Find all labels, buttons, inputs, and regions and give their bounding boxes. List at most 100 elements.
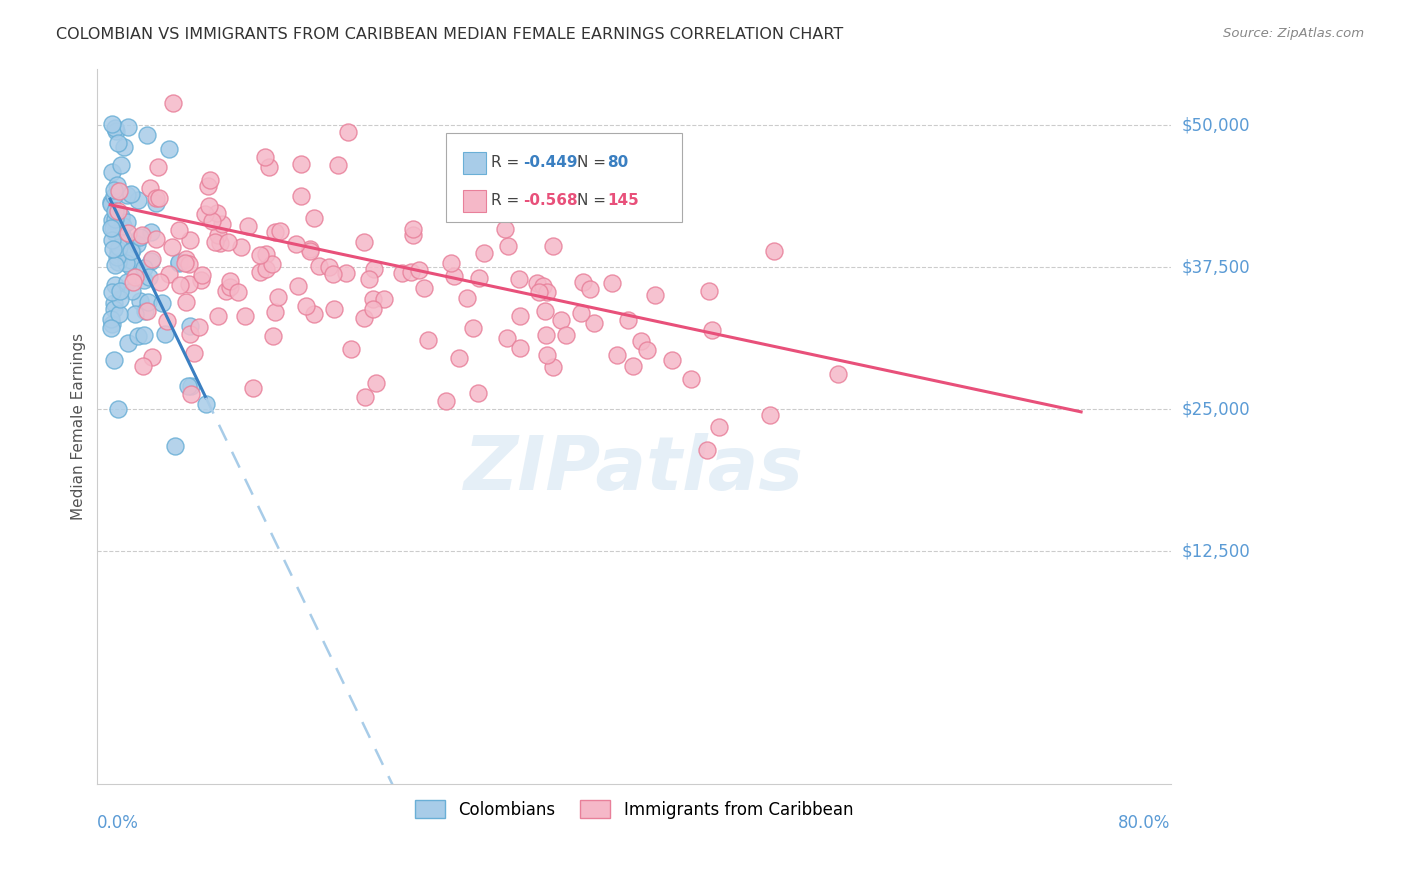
Text: $37,500: $37,500 (1181, 258, 1250, 277)
Point (134, 260, 156, 275)
Point (179, 319, 201, 334)
Point (107, 240, 129, 254)
Point (472, 245, 495, 260)
Point (696, 443, 718, 458)
Point (509, 342, 531, 356)
Point (162, 240, 184, 254)
Point (536, 285, 558, 299)
Point (150, 295, 173, 310)
Point (218, 274, 240, 288)
Point (208, 236, 231, 251)
Point (536, 348, 558, 362)
Point (290, 157, 312, 171)
Point (468, 270, 491, 285)
Point (302, 307, 325, 321)
Point (198, 173, 221, 187)
Point (108, 307, 131, 321)
Point (290, 189, 312, 203)
Point (100, 221, 122, 235)
Point (115, 188, 138, 202)
Point (162, 95, 184, 110)
Point (100, 312, 122, 326)
Text: 80: 80 (607, 155, 628, 170)
Point (177, 277, 200, 292)
Point (103, 353, 125, 368)
Point (541, 238, 564, 252)
Point (104, 212, 127, 227)
Point (155, 326, 177, 341)
Point (141, 350, 163, 364)
Point (194, 397, 217, 411)
Point (139, 225, 162, 239)
Point (827, 368, 849, 382)
Point (262, 329, 284, 343)
Point (543, 359, 565, 374)
Point (254, 246, 277, 260)
Point (295, 299, 318, 313)
Point (100, 165, 122, 179)
Point (105, 250, 128, 264)
Point (644, 288, 666, 302)
Point (191, 268, 214, 282)
Point (249, 265, 271, 279)
Point (141, 252, 163, 267)
Point (263, 304, 285, 318)
Point (100, 197, 122, 211)
Point (621, 359, 644, 373)
Point (534, 304, 557, 318)
Point (124, 307, 146, 321)
Point (399, 265, 422, 279)
Point (550, 312, 572, 326)
Point (536, 328, 558, 343)
Point (100, 194, 122, 209)
Point (121, 243, 143, 257)
Point (136, 295, 159, 310)
Point (440, 256, 463, 270)
Point (496, 331, 519, 345)
Point (110, 158, 132, 172)
Point (207, 227, 229, 242)
Point (115, 275, 138, 289)
Point (600, 276, 623, 290)
Point (163, 439, 186, 453)
Text: Source: ZipAtlas.com: Source: ZipAtlas.com (1223, 27, 1364, 40)
Point (298, 244, 321, 258)
Point (108, 184, 131, 198)
Text: $12,500: $12,500 (1181, 542, 1250, 560)
Point (117, 227, 139, 241)
Point (179, 326, 201, 341)
Text: $25,000: $25,000 (1181, 401, 1250, 418)
Point (115, 256, 138, 270)
Point (107, 203, 129, 218)
Point (120, 244, 142, 258)
Point (100, 321, 122, 335)
Point (328, 158, 350, 172)
Point (408, 262, 430, 277)
Point (308, 259, 330, 273)
Point (299, 242, 322, 256)
Point (176, 252, 198, 267)
Point (285, 237, 308, 252)
Point (129, 230, 152, 244)
Point (215, 285, 238, 299)
Point (132, 328, 155, 343)
Point (571, 275, 593, 289)
Point (112, 140, 135, 154)
Point (174, 256, 197, 270)
Point (183, 346, 205, 360)
Point (287, 279, 309, 293)
Point (107, 248, 129, 262)
Point (527, 285, 550, 299)
Point (127, 329, 149, 343)
Y-axis label: Median Female Earnings: Median Female Earnings (72, 333, 86, 520)
Point (120, 253, 142, 268)
Point (353, 390, 375, 404)
Point (707, 420, 730, 434)
Text: N =: N = (576, 194, 612, 208)
Point (763, 244, 786, 258)
Point (201, 214, 224, 228)
FancyBboxPatch shape (446, 133, 682, 222)
Point (531, 279, 554, 293)
Point (104, 277, 127, 292)
Point (101, 317, 124, 331)
